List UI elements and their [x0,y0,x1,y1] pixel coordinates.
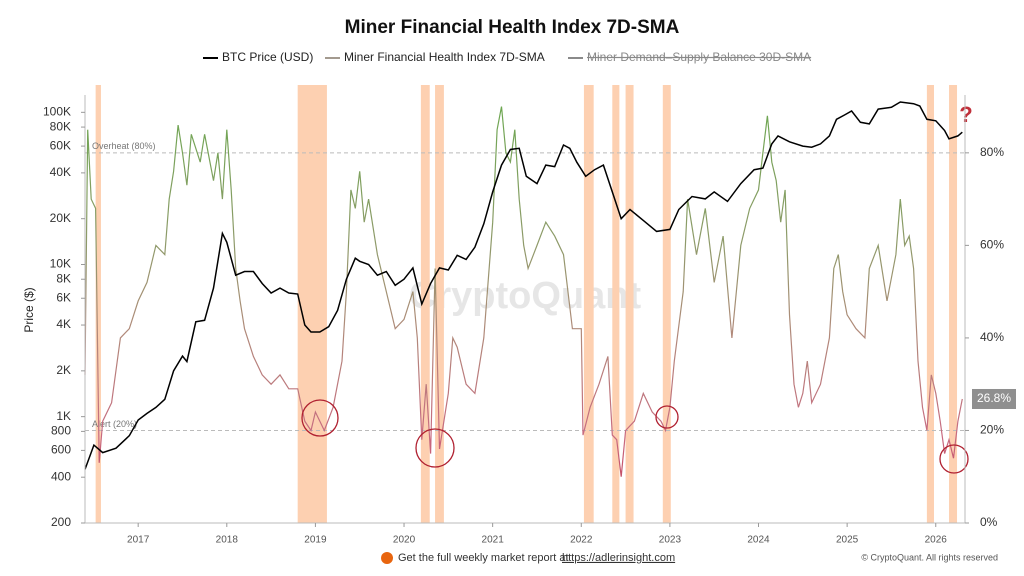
highlight-band [625,85,634,523]
highlight-band [612,85,620,523]
footer-icon [381,552,393,564]
circle [415,428,455,468]
series-line [84,106,963,477]
x-tick-label: 2024 [747,535,770,546]
y-tick-label: 200 [51,515,71,529]
y2-tick-label: 60% [980,238,1004,252]
highlight-band [95,85,101,523]
x-tick-label: 2018 [216,535,239,546]
x-tick-label: 2021 [482,535,505,546]
x-tick-label: 2022 [570,535,593,546]
legend-label[interactable]: Miner Financial Health Index 7D-SMA [344,50,545,64]
watermark: CryptoQuant [409,275,642,317]
y-tick-label: 600 [51,443,71,457]
highlight-band [297,85,327,523]
highlight-band [583,85,594,523]
highlight-band [662,85,671,523]
y-tick-label: 6K [56,290,71,304]
current-value-label: 26.8% [977,391,1011,405]
x-tick-label: 2025 [836,535,859,546]
bands [95,85,958,523]
y-tick-label: 100K [43,105,71,119]
y2-tick-label: 20% [980,423,1004,437]
circle [301,399,339,437]
question-mark: ? [959,102,972,127]
x-tick-label: 2019 [304,535,327,546]
footer-text: Get the full weekly market report at [398,552,569,564]
y-tick-label: 2K [56,363,71,377]
y-tick-label: 40K [50,165,71,179]
y2-tick-label: 40% [980,330,1004,344]
annotation-circles [301,399,969,474]
y-tick-label: 80K [50,119,71,133]
chart-title: Miner Financial Health Index 7D-SMA [345,17,680,38]
circle [939,444,969,474]
circle [655,405,679,429]
y-tick-label: 10K [50,257,71,271]
highlight-band [420,85,430,523]
y-tick-label: 1K [56,409,71,423]
highlight-band [435,85,444,523]
y2-tick-label: 80% [980,145,1004,159]
current-value-box [972,388,1016,409]
y-tick-label: 60K [50,138,71,152]
y-tick-label: 20K [50,211,71,225]
x-tick-label: 2020 [393,535,416,546]
legend-label[interactable]: Miner Demand–Supply Balance 30D-SMA [587,50,811,64]
y-tick-label: 4K [56,317,71,331]
x-tick-label: 2023 [659,535,682,546]
x-tick-label: 2017 [127,535,150,546]
legend-label[interactable]: BTC Price (USD) [222,50,313,64]
x-tick-label: 2026 [925,535,948,546]
reference-label: Alert (20%) [92,419,137,429]
reference-label: Overheat (80%) [92,141,156,151]
highlight-band [926,85,934,523]
highlight-band [949,85,958,523]
y-tick-label: 400 [51,469,71,483]
plot: Overheat (80%) Alert (20%) [84,101,965,477]
footer-link[interactable]: https://adlerinsight.com [562,552,675,564]
y-axis-title: Price ($) [22,287,36,332]
series-line [84,101,963,470]
y-tick-label: 8K [56,271,71,285]
copyright: © CryptoQuant. All rights reserved [861,552,998,562]
y2-tick-label: 0% [980,515,998,529]
y-tick-label: 800 [51,424,71,438]
